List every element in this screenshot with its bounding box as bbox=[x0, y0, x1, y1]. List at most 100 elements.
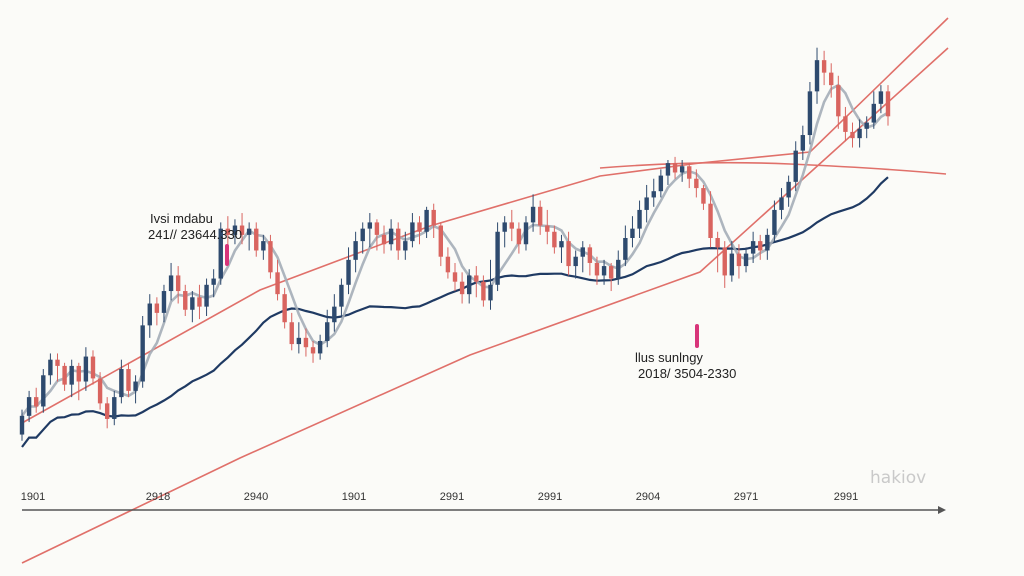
candle-body bbox=[19, 415, 25, 435]
candle bbox=[62, 362, 67, 391]
candle-body bbox=[580, 247, 585, 257]
candle bbox=[268, 234, 273, 279]
candle-body bbox=[218, 228, 223, 279]
candle bbox=[211, 269, 216, 298]
candle-body bbox=[112, 397, 117, 419]
candle bbox=[90, 350, 96, 385]
candle-body bbox=[254, 228, 259, 251]
candle-body bbox=[204, 284, 209, 307]
candle bbox=[275, 259, 280, 301]
x-tick-label: 2991 bbox=[440, 491, 464, 503]
candle bbox=[495, 222, 500, 292]
candle bbox=[545, 209, 550, 245]
candle bbox=[474, 266, 479, 298]
candle-body bbox=[871, 103, 877, 123]
candle bbox=[197, 284, 202, 320]
candle bbox=[502, 216, 507, 248]
candle bbox=[346, 247, 351, 295]
candle bbox=[147, 294, 152, 338]
candle bbox=[715, 231, 720, 273]
candle bbox=[644, 184, 649, 223]
candle bbox=[261, 234, 266, 260]
candle bbox=[438, 222, 444, 267]
candle bbox=[729, 241, 735, 282]
candle bbox=[651, 178, 656, 207]
candle bbox=[104, 397, 110, 429]
candle bbox=[239, 213, 245, 245]
candle-body bbox=[729, 253, 735, 276]
candle-body bbox=[175, 275, 181, 292]
x-axis-arrow-icon bbox=[938, 506, 946, 514]
candle bbox=[225, 216, 231, 248]
candle bbox=[608, 262, 614, 292]
candle-body bbox=[83, 356, 89, 382]
candle-body bbox=[154, 303, 160, 313]
candle-body bbox=[438, 225, 444, 257]
candle bbox=[417, 216, 422, 245]
candle bbox=[793, 141, 798, 192]
candle-body bbox=[601, 266, 607, 276]
candle bbox=[360, 222, 365, 254]
candle-body bbox=[594, 262, 600, 276]
slow-moving-average-line bbox=[21, 176, 889, 448]
channel-lower-line bbox=[21, 47, 949, 564]
candle-body bbox=[701, 188, 706, 204]
candle-body bbox=[772, 209, 777, 235]
candle-body bbox=[687, 166, 692, 179]
candle-body bbox=[346, 259, 351, 285]
candle bbox=[232, 219, 238, 245]
candle-body bbox=[502, 222, 507, 232]
candle bbox=[523, 216, 529, 251]
candle-body bbox=[779, 197, 784, 210]
candle-body bbox=[317, 340, 323, 354]
candle bbox=[339, 278, 344, 316]
candle bbox=[161, 284, 167, 323]
resistance-arc-line bbox=[599, 161, 947, 175]
candle bbox=[246, 222, 252, 251]
candle-body bbox=[367, 222, 373, 229]
candle bbox=[33, 387, 39, 413]
candle-body bbox=[665, 163, 671, 176]
candle-body bbox=[62, 365, 67, 385]
candle-body bbox=[694, 178, 699, 189]
candle bbox=[254, 222, 259, 257]
candle bbox=[183, 284, 188, 316]
candle-body bbox=[147, 303, 152, 326]
candle bbox=[566, 231, 571, 276]
candle bbox=[154, 297, 160, 326]
candle bbox=[353, 231, 358, 273]
annotation-value: 241// 23644.330 bbox=[148, 227, 242, 242]
candle bbox=[587, 244, 593, 276]
x-tick-label: 2991 bbox=[538, 491, 562, 503]
x-tick-label: 2991 bbox=[834, 491, 858, 503]
candle-body bbox=[708, 203, 713, 238]
candle bbox=[204, 278, 209, 316]
annotation-value: 2018/ 3504-2330 bbox=[638, 366, 736, 381]
candle-body bbox=[445, 256, 451, 273]
candle-body bbox=[339, 284, 344, 307]
candle-body bbox=[516, 228, 522, 245]
candle-body bbox=[821, 60, 827, 73]
candle bbox=[282, 287, 287, 329]
candle bbox=[814, 47, 820, 104]
candle bbox=[878, 85, 884, 114]
candle-body bbox=[168, 275, 174, 292]
candle-body bbox=[353, 241, 358, 260]
candle-body bbox=[360, 228, 365, 242]
candle-body bbox=[786, 181, 791, 198]
candle-body bbox=[133, 381, 138, 391]
candle bbox=[218, 222, 223, 285]
candle bbox=[637, 200, 642, 238]
candle-body bbox=[878, 91, 884, 104]
candle bbox=[559, 234, 564, 263]
candle-body bbox=[750, 241, 756, 254]
annotation-label: llus sunlngy bbox=[635, 350, 703, 365]
fast-moving-average-line bbox=[20, 83, 889, 417]
x-tick-label: 1901 bbox=[21, 491, 45, 503]
candle-body bbox=[296, 337, 302, 345]
candle-body bbox=[736, 253, 742, 267]
